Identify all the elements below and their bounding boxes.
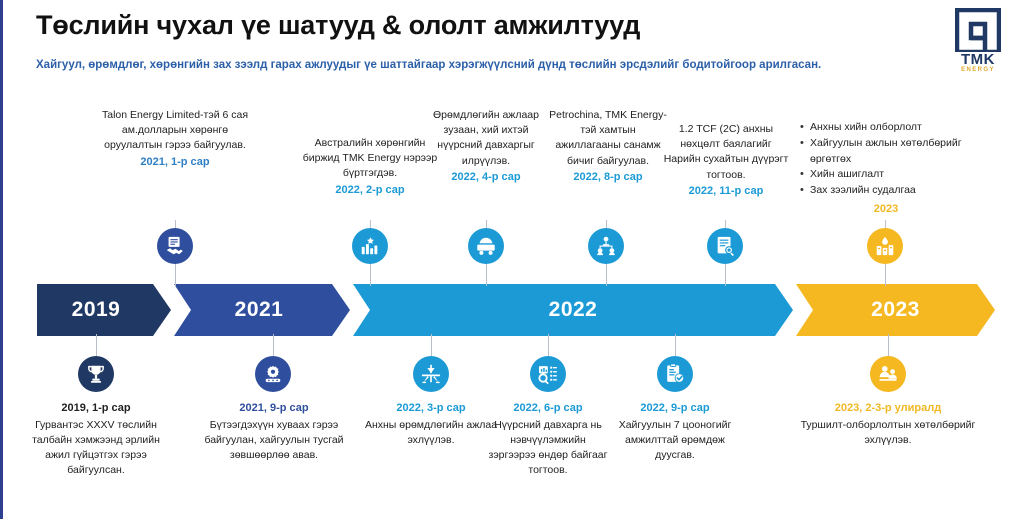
milestone-icon-partnership-network[interactable] — [588, 228, 624, 264]
connector-stem — [273, 334, 274, 356]
milestone-callout-2022-04: Өрөмдлөгийн ажлаар зузаан, хий ихтэй нүү… — [427, 108, 545, 185]
milestone-icon-team-growth[interactable] — [870, 356, 906, 392]
connector-stem — [370, 262, 371, 286]
connector-stem — [725, 262, 726, 286]
milestone-text: Австралийн хөрөнгийн биржид TMK Energy н… — [302, 137, 438, 180]
future-plans-date: 2023 — [873, 202, 899, 215]
logo-tagline: ENERGY — [961, 67, 995, 73]
connector-stem — [96, 334, 97, 356]
segment-year-2022: 2022 — [548, 298, 598, 321]
milestone-callout-2023-q23: 2023, 2-3-р улиралд Туршилт-олборлолтын … — [793, 400, 983, 448]
connector-stem — [175, 262, 176, 286]
timeline-segment-2022[interactable]: 2022 — [353, 284, 793, 336]
milestone-text: Туршилт-олборлолтын хөтөлбөрийг эхлүүлэв… — [800, 418, 976, 446]
milestone-callout-2021-09: 2021, 9-р сар Бүтээгдэхүүн хуваах гэрээ … — [201, 400, 347, 463]
milestone-date: 2022, 11-р сар — [688, 184, 764, 197]
list-item: Зах зээлийн судалгаа — [800, 182, 999, 199]
connector-stem — [675, 334, 676, 356]
team-growth-icon — [879, 366, 897, 381]
milestone-icon-analysis-checklist[interactable] — [530, 356, 566, 392]
connector-stem — [885, 262, 886, 286]
milestone-icon-gear-settings[interactable] — [255, 356, 291, 392]
milestone-date: 2021, 1-р сар — [140, 155, 210, 168]
milestone-icon-clipboard-check[interactable] — [657, 356, 693, 392]
milestone-callout-2022-08: Petrochina, TMK Energy-тэй хамтын ажилла… — [549, 108, 667, 185]
list-item: Хайгуулын ажлын хөтөлбөрийг өргөтгөх — [800, 135, 999, 168]
milestone-text: Нүүрсний давхарга нь нэвчүүлэмжийн зэргэ… — [488, 418, 608, 477]
milestone-text: Хайгуулын 7 цооногийг амжилттай өрөмдөж … — [618, 418, 732, 461]
page-title: Төслийн чухал үе шатууд & ололт амжилтуу… — [36, 10, 641, 40]
clipboard-check-icon — [667, 363, 685, 383]
milestone-date: 2022, 2-р сар — [335, 183, 405, 196]
milestone-date: 2022, 3-р сар — [396, 402, 466, 414]
milestone-date: 2022, 4-р сар — [451, 170, 521, 183]
milestone-callout-2022-11: 1.2 TCF (2C) анхны нөхцөлт баялагийг Нар… — [661, 122, 791, 199]
header: Төслийн чухал үе шатууд & ололт амжилтуу… — [3, 0, 1024, 96]
list-item: Хийн ашиглалт — [800, 166, 999, 183]
milestone-callout-2019-01: 2019, 1-р сар Гурвантэс XXXV төслийн тал… — [23, 400, 169, 478]
mining-cart-icon — [477, 237, 495, 255]
milestone-icon-handshake-contract[interactable] — [157, 228, 193, 264]
milestone-callout-2022-03: 2022, 3-р сар Анхны өрөмдлөгийн ажлаа эх… — [361, 400, 501, 448]
milestone-text: Анхны өрөмдлөгийн ажлаа эхлүүлэв. — [364, 418, 498, 446]
milestone-callout-2021-01: Talon Energy Limited-тэй 6 сая ам.доллар… — [99, 108, 251, 170]
partnership-network-icon — [597, 236, 615, 256]
report-search-icon — [717, 236, 734, 256]
segment-year-2023: 2023 — [871, 298, 920, 321]
gear-settings-icon — [265, 365, 281, 383]
milestone-callout-2022-06: 2022, 6-р сар Нүүрсний давхарга нь нэвчү… — [486, 400, 610, 478]
segment-shape-2022 — [353, 284, 793, 336]
milestone-date: 2019, 1-р сар — [61, 402, 131, 414]
milestone-icon-trophy[interactable] — [78, 356, 114, 392]
gas-plant-icon — [876, 236, 894, 256]
timeline-segment-2021[interactable]: 2021 — [174, 284, 350, 336]
future-plans-list: Анхны хийн олборлолт Хайгуулын ажлын хөт… — [799, 119, 999, 215]
connector-stem — [431, 334, 432, 356]
milestone-text: Talon Energy Limited-тэй 6 сая ам.доллар… — [101, 109, 249, 152]
milestone-icon-report-search[interactable] — [707, 228, 743, 264]
milestone-text: Гурвантэс XXXV төслийн талбайн хэмжээнд … — [32, 418, 160, 477]
page-subtitle: Хайгуул, өрөмдлөг, хөрөнгийн зах зээлд г… — [36, 59, 822, 71]
segment-shape-2019 — [37, 284, 171, 336]
company-logo: TMK ENERGY — [947, 6, 1009, 82]
milestone-icon-drill-rig[interactable] — [413, 356, 449, 392]
drill-rig-icon — [421, 364, 441, 384]
segment-shape-2021 — [174, 284, 350, 336]
list-item: Анхны хийн олборлолт — [800, 119, 999, 136]
milestone-date: 2021, 9-р сар — [239, 402, 309, 414]
milestone-icon-stock-exchange[interactable] — [352, 228, 388, 264]
milestone-date: 2023, 2-3-р улиралд — [834, 402, 942, 414]
milestone-date: 2022, 9-р сар — [640, 402, 710, 414]
milestone-text: 1.2 TCF (2C) анхны нөхцөлт баялагийг Нар… — [663, 123, 789, 181]
analysis-checklist-icon — [538, 366, 557, 385]
segment-year-2019: 2019 — [71, 298, 121, 321]
milestone-date: 2022, 6-р сар — [513, 402, 583, 414]
milestone-callout-2022-09: 2022, 9-р сар Хайгуулын 7 цооногийг амжи… — [613, 400, 737, 463]
tmk-logo-icon — [955, 8, 1001, 52]
timeline-band: 2019 2021 2022 2023 — [37, 284, 995, 336]
connector-stem — [486, 262, 487, 286]
segment-shape-2023 — [796, 284, 995, 336]
handshake-contract-icon — [166, 236, 183, 255]
milestone-text: Өрөмдлөгийн ажлаар зузаан, хий ихтэй нүү… — [433, 109, 539, 167]
milestone-date: 2022, 8-р сар — [573, 170, 643, 183]
milestone-icon-gas-plant[interactable] — [867, 228, 903, 264]
stock-exchange-icon — [361, 237, 378, 255]
timeline-segment-2023[interactable]: 2023 — [796, 284, 995, 336]
logo-wordmark: TMK — [961, 51, 995, 68]
segment-year-2021: 2021 — [234, 298, 284, 321]
connector-stem — [888, 334, 889, 356]
connector-stem — [606, 262, 607, 286]
timeline-segment-2019[interactable]: 2019 — [37, 284, 171, 336]
milestone-icon-mining-cart[interactable] — [468, 228, 504, 264]
connector-stem — [548, 334, 549, 356]
milestone-callout-2022-02: Австралийн хөрөнгийн биржид TMK Energy н… — [302, 136, 438, 198]
milestone-text: Бүтээгдэхүүн хуваах гэрээ байгуулан, хай… — [204, 418, 344, 461]
milestone-text: Petrochina, TMK Energy-тэй хамтын ажилла… — [549, 109, 667, 167]
trophy-icon — [88, 365, 104, 383]
